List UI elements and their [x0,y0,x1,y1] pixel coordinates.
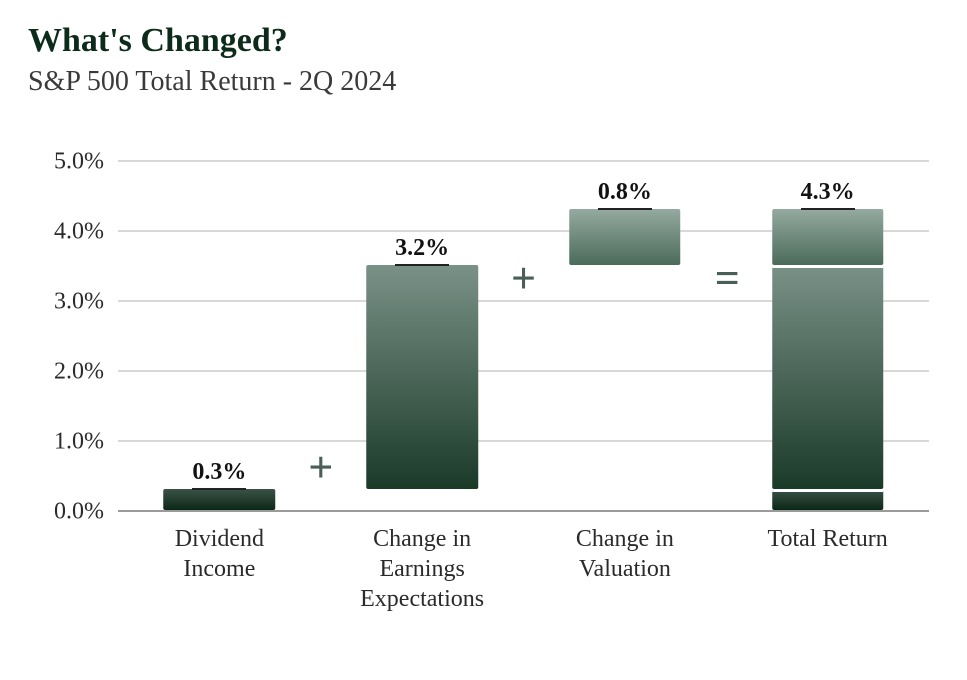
category-slot-val: Change inValuation0.8% [524,160,727,510]
x-axis-label: Change inEarningsExpectations [321,510,524,614]
category-slot-div: DividendIncome0.3% [118,160,321,510]
plot-area: 0.0%1.0%2.0%3.0%4.0%5.0%DividendIncome0.… [118,160,929,510]
value-label-val: 0.8% [598,179,652,210]
value-label-eps: 3.2% [395,235,449,266]
chart-container: What's Changed? S&P 500 Total Return - 2… [0,0,967,680]
value-label-tot: 4.3% [801,179,855,210]
y-axis-label: 5.0% [54,149,118,176]
y-axis-label: 2.0% [54,359,118,386]
y-axis-label: 0.0% [54,499,118,526]
chart: 0.0%1.0%2.0%3.0%4.0%5.0%DividendIncome0.… [28,130,939,660]
total-bar-segment [772,265,884,489]
total-bar-segment [772,209,884,265]
total-bar-segment [772,489,884,510]
x-axis-label: Total Return [726,510,929,554]
category-slot-tot: Total Return4.3% [726,160,929,510]
total-bar-separator [772,265,884,268]
value-label-div: 0.3% [192,459,246,490]
page-title: What's Changed? [28,22,939,60]
bar-val [569,209,681,265]
x-axis-label: Change inValuation [524,510,727,584]
bar-div [164,489,276,510]
page-subtitle: S&P 500 Total Return - 2Q 2024 [28,66,939,98]
y-axis-label: 4.0% [54,219,118,246]
x-axis-label: DividendIncome [118,510,321,584]
y-axis-label: 3.0% [54,289,118,316]
category-slot-eps: Change inEarningsExpectations3.2% [321,160,524,510]
y-axis-label: 1.0% [54,429,118,456]
bar-eps [366,265,478,489]
total-bar-separator [772,489,884,492]
